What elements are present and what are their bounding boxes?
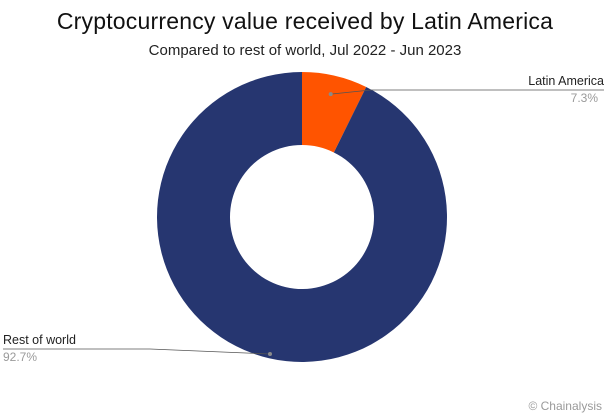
slice-label-latin-america: Latin America — [528, 74, 604, 88]
leader-dot-latin-america — [328, 92, 333, 97]
leader-line-rest-of-world — [3, 348, 271, 355]
slice-rest-of-world — [156, 72, 448, 362]
source-credit: © Chainalysis — [528, 399, 602, 413]
chart-subtitle: Compared to rest of world, Jul 2022 - Ju… — [148, 42, 462, 59]
leader-line-latin-america — [330, 89, 604, 95]
chart-title: Cryptocurrency value received by Latin A… — [56, 8, 554, 34]
leader-dot-rest-of-world — [268, 352, 272, 356]
slice-value-latin-america: 7.3% — [571, 91, 599, 105]
slice-label-rest-of-world: Rest of world — [3, 333, 76, 347]
slice-value-rest-of-world: 92.7% — [3, 350, 37, 364]
